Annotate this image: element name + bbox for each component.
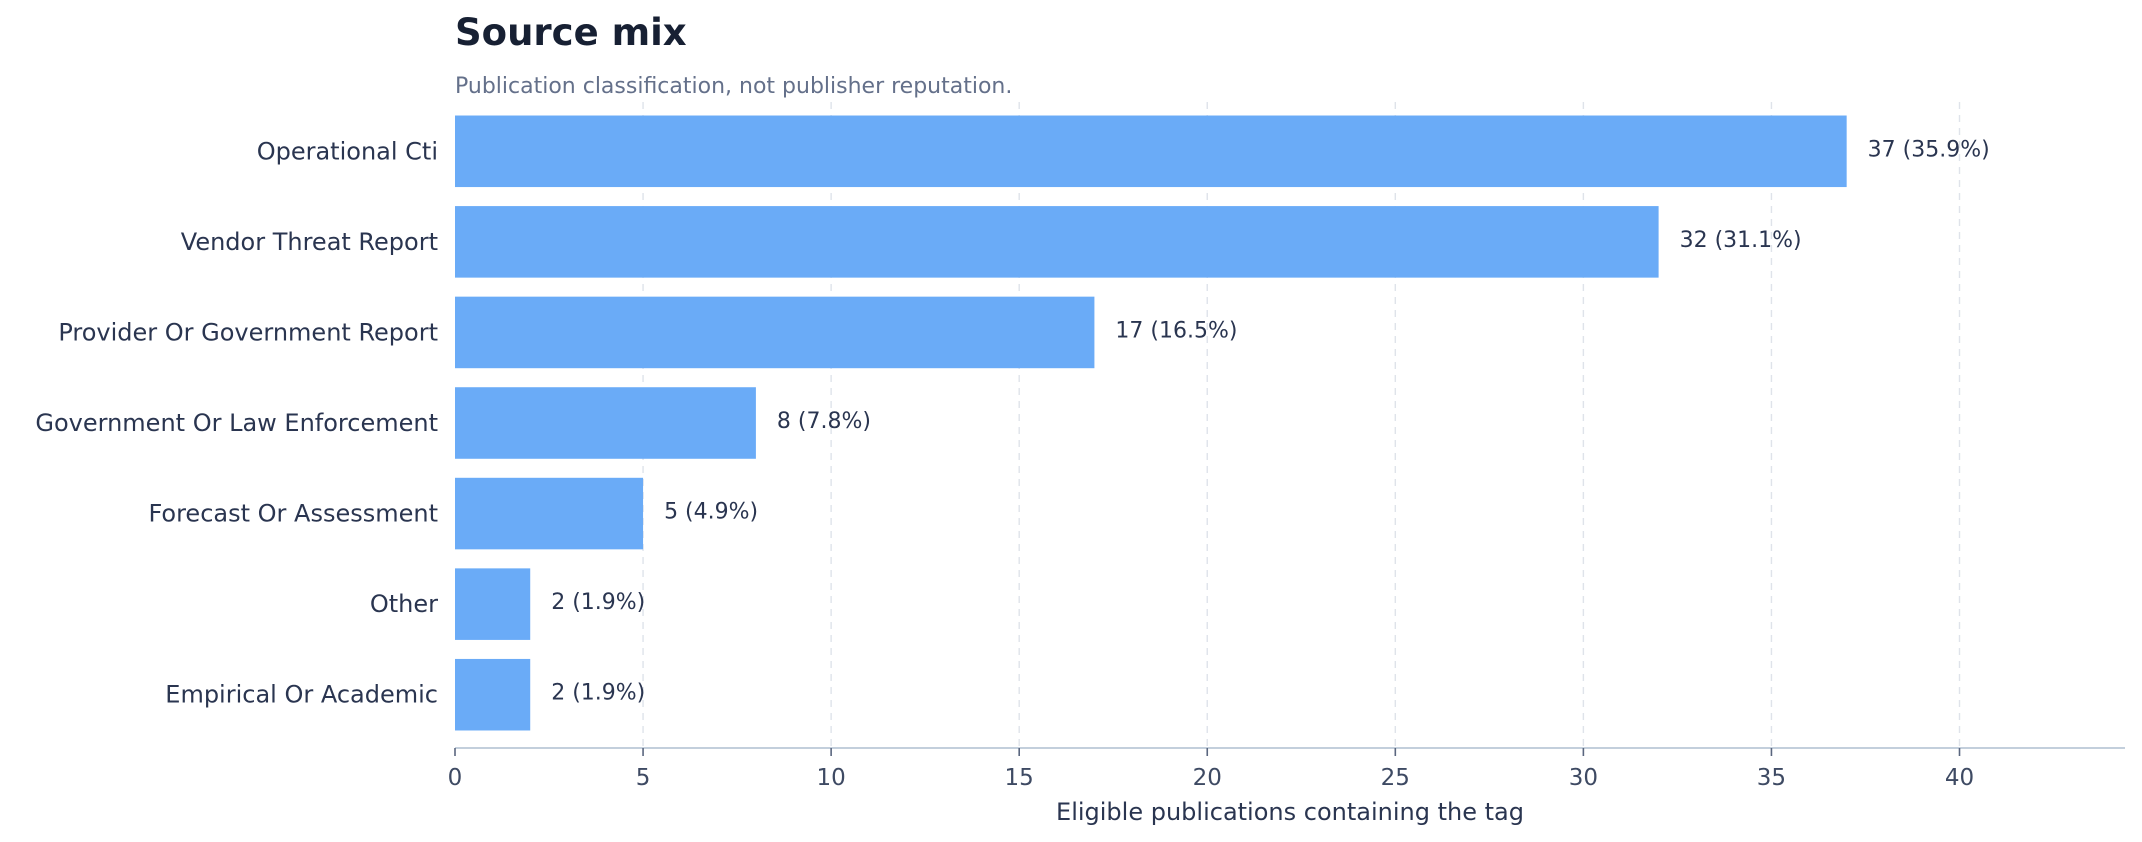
data-label: 8 (7.8%): [777, 409, 871, 434]
category-label: Provider Or Government Report: [58, 318, 438, 346]
category-label: Other: [370, 590, 438, 618]
data-label: 5 (4.9%): [664, 500, 758, 525]
x-tick-label: 40: [1945, 765, 1974, 791]
x-tick-label: 5: [636, 765, 651, 791]
x-tick-label: 10: [816, 765, 845, 791]
category-label: Operational Cti: [257, 137, 438, 165]
category-label: Empirical Or Academic: [165, 681, 438, 709]
x-tick-label: 0: [448, 765, 463, 791]
chart-title: Source mix: [455, 11, 687, 54]
x-tick-label: 25: [1381, 765, 1410, 791]
x-tick-label: 15: [1005, 765, 1034, 791]
bars: Operational Cti 37 (35.9%) Vendor Threat R…: [35, 115, 1990, 731]
x-tick-label: 20: [1193, 765, 1222, 791]
bar-0: [455, 115, 1847, 188]
category-label: Forecast Or Assessment: [148, 500, 438, 528]
bar-1: [455, 206, 1659, 278]
bar-2: [455, 296, 1095, 369]
data-label: 32 (31.1%): [1680, 228, 1802, 253]
bar-6: [455, 658, 531, 731]
data-label: 37 (35.9%): [1868, 137, 1990, 162]
x-tick-label: 30: [1569, 765, 1598, 791]
bar-3: [455, 387, 756, 459]
chart-subtitle: Publication classification, not publishe…: [455, 74, 1012, 99]
data-label: 2 (1.9%): [551, 590, 645, 615]
x-axis-title: Eligible publications containing the tag: [1056, 798, 1524, 826]
data-label: 17 (16.5%): [1115, 318, 1237, 343]
bar-4: [455, 477, 644, 550]
x-axis: 0 5 10 15 20 25 30 35 40: [448, 747, 2125, 791]
category-label: Government Or Law Enforcement: [35, 409, 438, 437]
data-label: 2 (1.9%): [551, 681, 645, 706]
x-tick-label: 35: [1757, 765, 1786, 791]
bar-5: [455, 568, 531, 640]
category-label: Vendor Threat Report: [181, 228, 438, 256]
